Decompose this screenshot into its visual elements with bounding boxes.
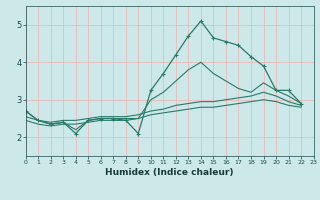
X-axis label: Humidex (Indice chaleur): Humidex (Indice chaleur) — [105, 168, 234, 177]
